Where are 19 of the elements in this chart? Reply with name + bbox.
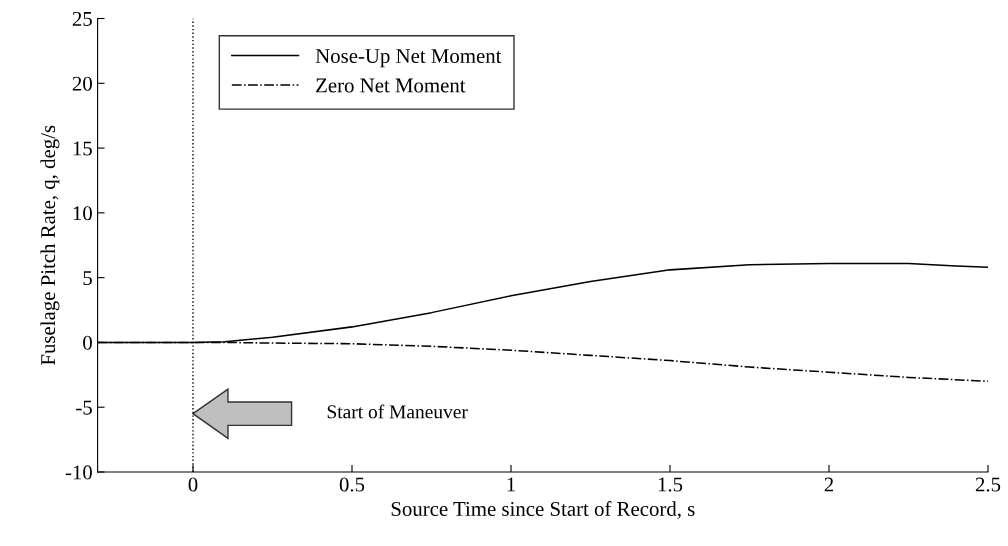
y-axis-title: Fuselage Pitch Rate, q, deg/s [40, 125, 60, 366]
legend-label: Zero Net Moment [316, 78, 466, 93]
annotation: Start of Maneuver [327, 404, 468, 419]
x-tick-label: 2 [824, 477, 834, 492]
x-tick-label: 1 [507, 477, 515, 492]
y-tick-label: 25 [72, 11, 92, 26]
y-tick-label: 5 [83, 271, 92, 286]
y-tick-label: -5 [76, 400, 92, 415]
legend-label: Nose-Up Net Moment [315, 49, 502, 68]
x-tick-label: 1.5 [658, 477, 683, 492]
y-tick-label: 0 [83, 335, 92, 350]
x-tick-label: 2.5 [975, 477, 1001, 492]
x-tick-label: 0 [188, 477, 198, 492]
y-tick-label: -10 [65, 465, 92, 480]
x-axis-title: Source Time since Start of Record, s [391, 501, 695, 519]
y-tick-label: 15 [73, 141, 92, 156]
y-tick-label: 10 [73, 206, 92, 221]
x-tick-label: 0.5 [339, 477, 365, 492]
y-tick-label: 20 [72, 76, 92, 91]
